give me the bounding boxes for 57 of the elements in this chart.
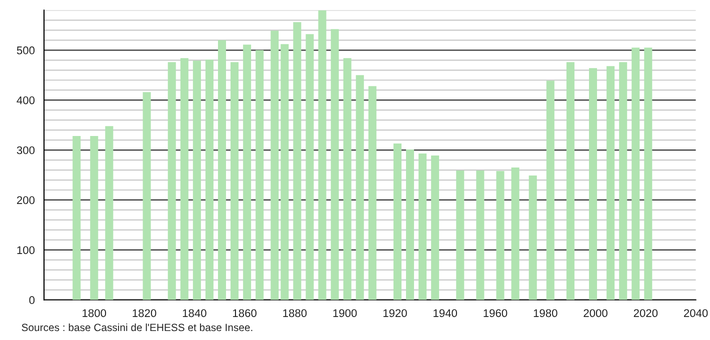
x-tick-label: 1800 <box>82 309 106 318</box>
x-tick-label: 2040 <box>684 309 708 318</box>
bar <box>293 22 302 300</box>
bar <box>496 171 504 300</box>
bar <box>243 44 252 300</box>
bar <box>431 156 440 300</box>
x-tick-label: 2000 <box>584 309 608 318</box>
y-tick-label: 200 <box>17 196 35 204</box>
bar <box>511 168 520 300</box>
bar <box>306 34 314 300</box>
bar <box>142 92 151 300</box>
x-tick-label: 1900 <box>333 309 357 318</box>
bar <box>368 86 376 300</box>
x-tick-label: 1940 <box>434 309 458 318</box>
bar <box>456 170 464 300</box>
bar <box>270 30 279 300</box>
bar <box>476 170 484 300</box>
y-tick-label: 0 <box>29 296 35 304</box>
bar <box>418 154 427 300</box>
bar <box>256 50 264 300</box>
y-tick-label: 400 <box>16 96 35 104</box>
x-tick-label: 1840 <box>182 309 206 318</box>
bar <box>168 62 176 300</box>
bar <box>280 44 289 300</box>
x-tick-label: 1880 <box>283 309 307 318</box>
bar <box>393 144 402 300</box>
x-tick-label: 1960 <box>484 309 508 318</box>
bar <box>205 60 214 300</box>
bar <box>406 150 414 300</box>
bar <box>180 58 188 300</box>
bar <box>218 40 226 300</box>
bar <box>105 126 114 300</box>
x-tick-label: 1980 <box>534 309 558 318</box>
bar <box>528 176 537 300</box>
x-tick-label: 1860 <box>233 309 256 318</box>
bar <box>318 10 326 300</box>
y-tick-label: 100 <box>17 246 35 254</box>
y-tick-label: 500 <box>16 46 35 54</box>
bar <box>343 58 352 300</box>
bar <box>90 136 98 300</box>
bar <box>632 48 640 300</box>
bar <box>606 66 615 300</box>
bar <box>330 29 339 300</box>
bar <box>230 62 239 300</box>
bar <box>192 60 201 300</box>
bar <box>72 136 81 300</box>
source-note: Sources : base Cassini de l'EHESS et base Insee. <box>22 323 252 332</box>
bar <box>619 62 628 300</box>
x-tick-label: 1920 <box>383 309 407 318</box>
bar <box>546 80 554 300</box>
x-tick-label: 1820 <box>132 309 156 318</box>
bar <box>356 75 364 300</box>
x-tick-label: 2020 <box>634 309 658 318</box>
bar <box>644 48 652 300</box>
bar <box>589 68 598 300</box>
y-tick-label: 300 <box>16 146 35 154</box>
bar <box>566 62 574 300</box>
